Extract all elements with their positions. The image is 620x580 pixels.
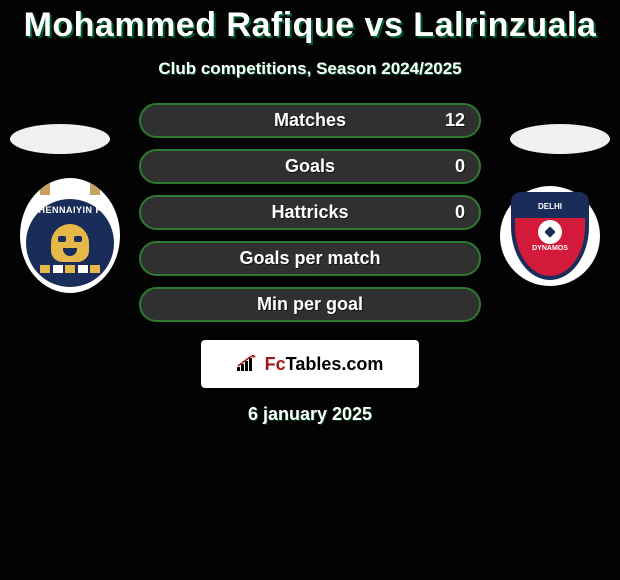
club-left-badge: CHENNAIYIN FC: [20, 178, 120, 293]
stat-label: Goals per match: [141, 248, 479, 269]
stat-row: Hattricks 0: [139, 195, 481, 230]
stat-label: Matches: [141, 110, 479, 131]
stats-list: Matches 12 Goals 0 Hattricks 0 Goals per…: [139, 103, 481, 322]
stat-row: Goals per match: [139, 241, 481, 276]
football-icon: [538, 220, 562, 244]
player-left-avatar: [10, 124, 110, 154]
stat-value-right: 0: [455, 202, 465, 223]
club-right-badge: DELHI DYNAMOS: [500, 178, 600, 293]
trophy-icon: [40, 181, 50, 195]
trophy-icon: [90, 181, 100, 195]
bar-chart-icon: [237, 355, 259, 373]
stat-label: Goals: [141, 156, 479, 177]
stat-label: Hattricks: [141, 202, 479, 223]
player-right-avatar: [510, 124, 610, 154]
club-right-bottom-text: DYNAMOS: [532, 245, 568, 253]
stat-row: Goals 0: [139, 149, 481, 184]
date-label: 6 january 2025: [0, 404, 620, 425]
stat-label: Min per goal: [141, 294, 479, 315]
club-right-top-text: DELHI: [515, 196, 585, 218]
brand-suffix: Tables.com: [286, 354, 384, 374]
brand-box: FcTables.com: [201, 340, 419, 388]
stat-value-right: 0: [455, 156, 465, 177]
subtitle: Club competitions, Season 2024/2025: [0, 59, 620, 79]
mask-icon: [51, 224, 89, 262]
brand-prefix: Fc: [265, 354, 286, 374]
stat-value-right: 12: [445, 110, 465, 131]
page-title: Mohammed Rafique vs Lalrinzuala: [0, 0, 620, 45]
stat-row: Min per goal: [139, 287, 481, 322]
stat-row: Matches 12: [139, 103, 481, 138]
